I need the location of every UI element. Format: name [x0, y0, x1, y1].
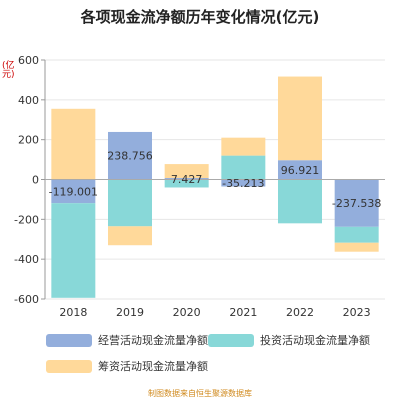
- legend-label-investing: 投资活动现金流量净额: [260, 334, 370, 347]
- legend-swatch-operating: [46, 333, 92, 347]
- y-axis-ticks: 600 400 200 0 -200 -400 -600: [14, 54, 46, 306]
- y-tick-label: 200: [18, 134, 39, 147]
- data-labels: -119.001 238.756 7.427 -35.213 96.921 -237.53…: [49, 150, 382, 210]
- bar-operating-2019: [108, 131, 152, 180]
- y-tick-label: 0: [32, 174, 39, 187]
- bar-investing-2018: [51, 203, 96, 298]
- legend-label-operating: 经营活动现金流量净额: [98, 334, 208, 347]
- y-tick-label: -200: [14, 213, 39, 226]
- bar-investing-2020: [164, 179, 209, 188]
- legend-item-financing[interactable]: 筹资活动现金流量净额: [46, 358, 208, 374]
- x-tick-label: 2023: [343, 306, 371, 319]
- bar-investing-2019: [108, 179, 152, 227]
- legend-item-operating[interactable]: 经营活动现金流量净额: [46, 332, 208, 348]
- y-tick-label: -600: [14, 293, 39, 306]
- bar-operating-2020: [164, 178, 209, 180]
- bar-financing-2021: [221, 137, 266, 156]
- x-tick-label: 2020: [173, 306, 201, 319]
- source-note: 制图数据来自恒生聚源数据库: [148, 389, 252, 398]
- legend-swatch-investing: [208, 333, 254, 347]
- bar-financing-2019: [108, 226, 152, 246]
- legend-item-investing[interactable]: 投资活动现金流量净额: [208, 332, 370, 348]
- bar-investing-2022: [278, 179, 322, 224]
- x-tick-label: 2021: [229, 306, 257, 319]
- bar-operating-2023: [334, 179, 379, 227]
- chart-title: 各项现金流净额历年变化情况(亿元): [80, 8, 320, 26]
- bar-financing-2023: [334, 242, 379, 252]
- data-label-operating: -237.538: [332, 197, 381, 210]
- x-tick-label: 2018: [59, 306, 87, 319]
- data-label-operating: 7.427: [171, 173, 203, 186]
- bar-operating-2018: [51, 179, 96, 204]
- bar-financing-2020: [164, 164, 209, 179]
- data-label-operating: 238.756: [107, 150, 153, 163]
- data-label-operating: 96.921: [281, 164, 320, 177]
- legend-label-financing: 筹资活动现金流量净额: [98, 360, 208, 373]
- bar-financing-2022: [278, 76, 322, 161]
- y-tick-label: 400: [18, 94, 39, 107]
- data-label-operating: -35.213: [222, 177, 264, 190]
- bar-operating-2022: [278, 160, 322, 180]
- bar-financing-2018: [51, 108, 96, 180]
- bar-operating-2021: [221, 179, 266, 187]
- bar-investing-2023: [334, 226, 379, 243]
- y-axis-unit-label: (亿元): [2, 61, 15, 80]
- bar-investing-2021: [221, 155, 266, 180]
- x-tick-label: 2022: [286, 306, 314, 319]
- x-axis-ticks: 2018 2019 2020 2021 2022 2023: [59, 306, 370, 319]
- x-tick-label: 2019: [116, 306, 144, 319]
- legend-swatch-financing: [46, 359, 92, 373]
- bar-series: [51, 76, 379, 298]
- data-label-operating: -119.001: [49, 185, 98, 198]
- y-tick-label: 600: [18, 54, 39, 67]
- y-tick-label: -400: [14, 253, 39, 266]
